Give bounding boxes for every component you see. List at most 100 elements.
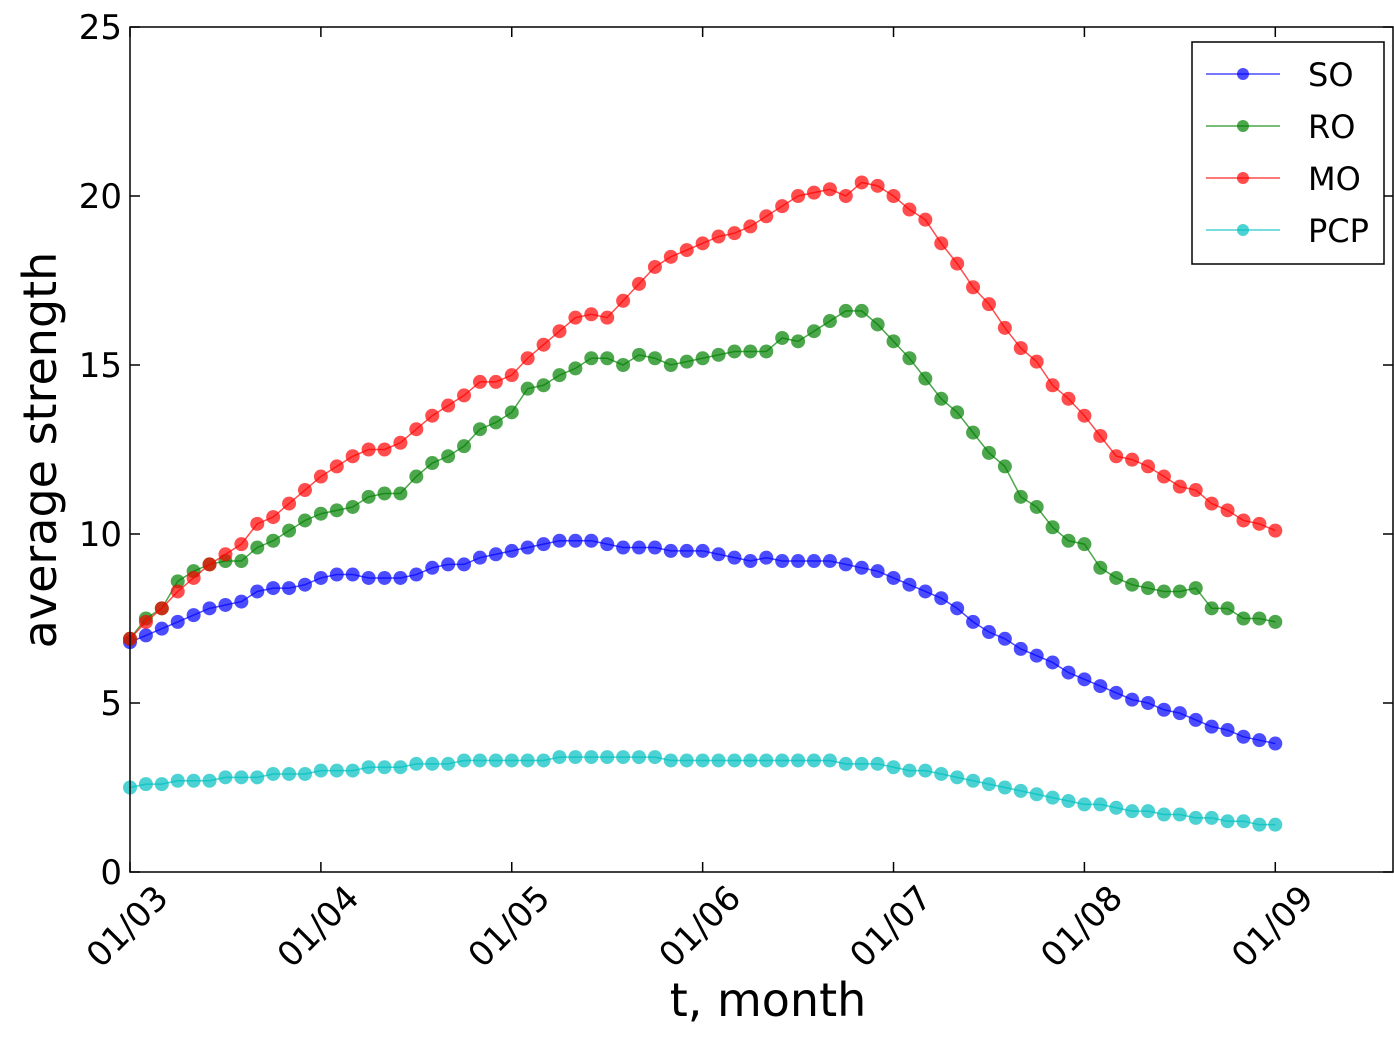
- data-point: [870, 178, 885, 193]
- data-point: [981, 777, 996, 792]
- data-point: [297, 766, 312, 781]
- data-point: [520, 540, 535, 555]
- data-point: [1204, 719, 1219, 734]
- data-point: [632, 347, 647, 362]
- data-point: [504, 543, 519, 558]
- data-point: [647, 750, 662, 765]
- data-point: [1220, 814, 1235, 829]
- data-point: [822, 554, 837, 569]
- data-point: [918, 584, 933, 599]
- data-point: [568, 361, 583, 376]
- data-point: [1029, 354, 1044, 369]
- data-point: [600, 310, 615, 325]
- data-point: [616, 540, 631, 555]
- data-point: [266, 766, 281, 781]
- data-point: [854, 560, 869, 575]
- data-point: [663, 543, 678, 558]
- data-point: [775, 330, 790, 345]
- data-point: [552, 324, 567, 339]
- data-point: [616, 358, 631, 372]
- data-point: [1268, 523, 1283, 538]
- data-point: [1236, 814, 1251, 829]
- data-point: [313, 763, 328, 778]
- data-point: [1141, 581, 1156, 596]
- legend-label: SO: [1308, 56, 1354, 94]
- data-point: [711, 547, 726, 562]
- data-point: [1061, 665, 1076, 680]
- data-point: [727, 550, 742, 565]
- data-point: [138, 614, 153, 629]
- data-point: [1013, 341, 1028, 356]
- data-point: [361, 489, 376, 504]
- data-point: [1077, 672, 1092, 687]
- data-point: [997, 320, 1012, 335]
- data-point: [234, 554, 249, 569]
- data-point: [663, 753, 678, 768]
- data-point: [1188, 712, 1203, 727]
- data-point: [282, 496, 297, 511]
- data-point: [632, 276, 647, 291]
- data-point: [727, 344, 742, 359]
- data-point: [647, 540, 662, 555]
- data-point: [981, 445, 996, 460]
- data-point: [854, 175, 869, 190]
- data-point: [488, 753, 503, 768]
- data-point: [250, 770, 265, 785]
- data-point: [138, 628, 153, 643]
- data-point: [695, 543, 710, 558]
- data-point: [616, 750, 631, 765]
- data-point: [647, 259, 662, 274]
- data-point: [568, 533, 583, 548]
- data-point: [1204, 601, 1219, 616]
- data-point: [472, 374, 487, 389]
- data-point: [393, 486, 408, 501]
- data-point: [822, 182, 837, 197]
- data-point: [663, 249, 678, 264]
- data-point: [282, 581, 297, 596]
- data-point: [218, 770, 233, 785]
- data-point: [1220, 723, 1235, 738]
- data-point: [950, 405, 965, 420]
- data-point: [138, 777, 153, 792]
- data-point: [743, 344, 758, 359]
- data-point: [1093, 797, 1108, 812]
- data-point: [170, 614, 185, 629]
- data-point: [393, 570, 408, 585]
- legend-marker: [1237, 224, 1249, 236]
- data-point: [282, 766, 297, 781]
- data-point: [409, 422, 424, 437]
- data-point: [234, 537, 249, 552]
- data-point: [886, 189, 901, 203]
- data-point: [457, 439, 472, 454]
- y-tick-label: 20: [79, 177, 122, 217]
- data-point: [647, 351, 662, 366]
- data-point: [313, 570, 328, 585]
- data-point: [791, 334, 806, 349]
- data-point: [377, 442, 392, 457]
- data-point: [472, 753, 487, 768]
- data-point: [154, 601, 169, 616]
- data-point: [1141, 459, 1156, 474]
- data-point: [297, 577, 312, 592]
- data-point: [250, 516, 265, 531]
- data-point: [1029, 648, 1044, 663]
- data-point: [632, 540, 647, 555]
- data-point: [775, 554, 790, 569]
- data-point: [1029, 787, 1044, 802]
- data-point: [1093, 560, 1108, 575]
- data-point: [759, 550, 774, 565]
- data-point: [425, 456, 440, 471]
- data-point: [1109, 570, 1124, 585]
- data-point: [377, 486, 392, 501]
- data-point: [870, 756, 885, 771]
- data-point: [250, 584, 265, 599]
- data-point: [822, 314, 837, 329]
- data-point: [584, 533, 599, 548]
- data-point: [743, 219, 758, 234]
- legend-marker: [1237, 120, 1249, 132]
- x-tick-label: 01/06: [651, 878, 749, 976]
- data-point: [313, 469, 328, 484]
- data-point: [170, 584, 185, 599]
- data-point: [902, 351, 917, 366]
